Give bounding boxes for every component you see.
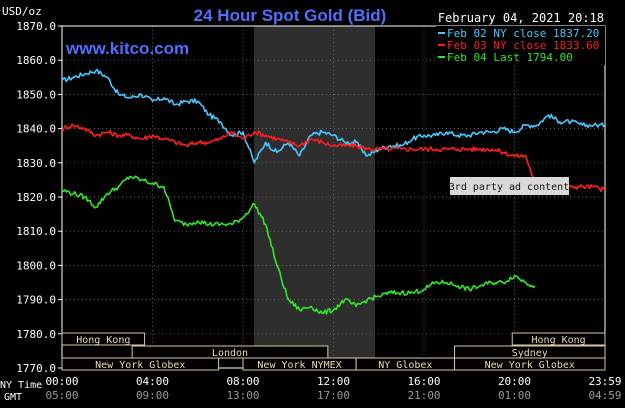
legend-entry: Feb 04 Last 1794.00 [447,51,573,64]
x-tick-label-ny: 00:00 [45,375,78,388]
x-tick-label-gmt: 04:59 [588,389,621,402]
y-tick-label: 1830.0 [16,157,56,170]
y-tick-label: 1860.0 [16,54,56,67]
y-axis-label: USD/oz [2,5,42,18]
x-row-label-gmt: GMT [4,392,22,403]
x-tick-label-gmt: 05:00 [45,389,78,402]
y-tick-label: 1770.0 [16,362,56,375]
x-tick-label-gmt: 01:00 [498,389,531,402]
series-lines [61,68,606,315]
ad-badge-box [450,177,569,195]
ad-badge[interactable]: 3rd party ad content [449,177,569,195]
market-session-bar [131,345,329,359]
market-session-label: Hong Kong [532,335,586,346]
chart-title: 24 Hour Spot Gold (Bid) [194,6,387,25]
y-tick-label: 1780.0 [16,328,56,341]
legend-box [436,26,605,65]
date-label: February 04, 2021 20:18 [438,11,604,25]
y-tick-label: 1870.0 [16,20,56,33]
series-line-1 [61,68,606,164]
x-tick-label-gmt: 21:00 [407,389,440,402]
x-tick-label-ny: 04:00 [136,375,169,388]
ad-badge-label: 3rd party ad content [449,182,569,193]
market-session-bar [511,332,606,346]
market-session-label: London [212,348,248,359]
y-tick-label: 1800.0 [16,259,56,272]
market-session-label: New York Globex [95,360,185,371]
series-line-3 [61,175,536,315]
legend-entry: Feb 02 NY close 1837.20 [447,27,599,40]
market-session-label: Hong Kong [76,335,130,346]
y-tick-label: 1790.0 [16,294,56,307]
market-session-label: New York NYMEX [257,360,341,371]
watermark-url[interactable]: www.kitco.com [65,39,189,58]
x-tick-label-ny: 16:00 [407,375,440,388]
market-session-bar [454,357,606,371]
y-axis-ticks: 1870.0 1860.0 1850.0 1840.0 1830.0 1820.0 1810… [16,20,62,375]
x-tick-label-ny: 12:00 [317,375,350,388]
x-tick-label-ny: 20:00 [498,375,531,388]
market-session-bar [61,332,146,346]
x-tick-label-gmt: 17:00 [317,389,350,402]
x-tick-label-ny: 08:00 [226,375,259,388]
y-tick-label: 1840.0 [16,123,56,136]
x-row-label-ny: NY Time [0,380,42,391]
market-session-label: NY Globex [378,360,432,371]
y-tick-label: 1810.0 [16,225,56,238]
x-tick-label-ny: 23:59 [588,375,621,388]
market-session-bar [61,357,220,371]
x-tick-label-gmt: 09:00 [136,389,169,402]
legend-entry: Feb 03 NY close 1833.60 [447,39,599,52]
y-tick-label: 1850.0 [16,88,56,101]
market-session-label: Sydney [512,348,548,359]
x-tick-label-gmt: 13:00 [226,389,259,402]
y-tick-label: 1820.0 [16,191,56,204]
series-line-2 [61,123,606,193]
market-session-label: New York Globex [485,360,575,371]
